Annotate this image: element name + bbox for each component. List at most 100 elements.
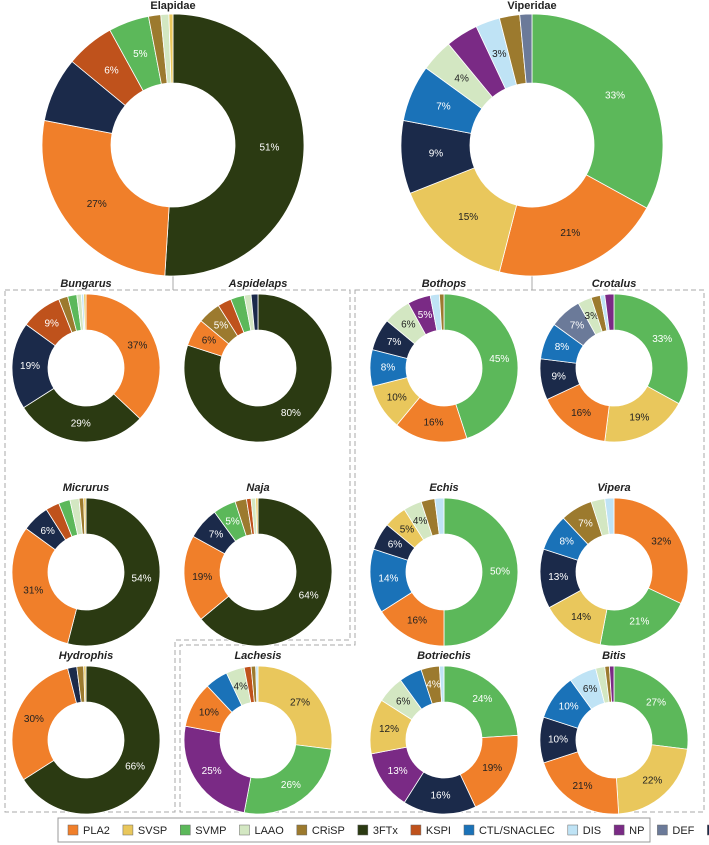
value-label: 33% bbox=[652, 334, 672, 345]
value-label: 26% bbox=[281, 780, 301, 791]
value-label: 5% bbox=[225, 517, 240, 528]
value-label: 6% bbox=[396, 696, 411, 707]
donut-slice bbox=[164, 13, 305, 277]
chart-title: Botriechis bbox=[417, 650, 471, 662]
legend-label: LAAO bbox=[254, 825, 284, 837]
legend-swatch bbox=[567, 824, 579, 836]
donut-slice bbox=[443, 293, 519, 439]
value-label: 7% bbox=[578, 518, 593, 529]
value-label: 10% bbox=[559, 702, 579, 713]
donut-hole bbox=[220, 534, 296, 610]
legend-swatch bbox=[67, 824, 79, 836]
value-label: 21% bbox=[560, 228, 580, 239]
legend-swatch bbox=[613, 824, 625, 836]
value-label: 54% bbox=[132, 574, 152, 585]
donut-slice bbox=[250, 293, 259, 331]
donut-slice bbox=[11, 667, 78, 781]
chart-title: Aspidelaps bbox=[228, 278, 288, 290]
donut-slice bbox=[255, 497, 259, 535]
chart-title: Bitis bbox=[602, 650, 626, 662]
value-label: 27% bbox=[87, 199, 107, 210]
donut-hole bbox=[220, 330, 296, 406]
value-label: 7% bbox=[570, 321, 585, 332]
legend-label: PLA2 bbox=[83, 825, 110, 837]
value-label: 6% bbox=[388, 540, 403, 551]
chart-title: Crotalus bbox=[592, 278, 637, 290]
donut-slice bbox=[613, 665, 689, 750]
value-label: 13% bbox=[388, 766, 408, 777]
legend-swatch bbox=[657, 824, 668, 836]
donut-hole bbox=[406, 702, 482, 778]
donut-slice bbox=[22, 665, 161, 815]
donut-slice bbox=[531, 13, 664, 209]
legend-label: CRiSP bbox=[312, 825, 345, 837]
value-label: 10% bbox=[387, 393, 407, 404]
value-label: 8% bbox=[559, 537, 574, 548]
value-label: 5% bbox=[418, 310, 433, 321]
value-label: 21% bbox=[573, 781, 593, 792]
legend-swatch bbox=[357, 824, 369, 836]
donut-slice bbox=[83, 293, 87, 331]
donut-hole bbox=[406, 534, 482, 610]
donut-slice bbox=[83, 665, 87, 703]
value-label: 15% bbox=[458, 212, 478, 223]
value-label: 13% bbox=[548, 572, 568, 583]
legend-swatch bbox=[180, 824, 191, 836]
donut-slice bbox=[443, 497, 519, 647]
chart-title: Naja bbox=[246, 482, 269, 494]
value-label: 33% bbox=[605, 91, 625, 102]
chart-title: Lachesis bbox=[234, 650, 281, 662]
value-label: 21% bbox=[629, 617, 649, 628]
donut-hole bbox=[111, 83, 235, 207]
value-label: 22% bbox=[642, 775, 662, 786]
value-label: 9% bbox=[551, 371, 566, 382]
value-label: 19% bbox=[192, 572, 212, 583]
chart-title: Bungarus bbox=[60, 278, 111, 290]
legend-label: DEF bbox=[672, 825, 694, 837]
donut-slice bbox=[11, 527, 78, 645]
legend-label: 3FTx bbox=[373, 825, 399, 837]
legend-label: CTL/SNACLEC bbox=[479, 825, 555, 837]
value-label: 8% bbox=[381, 363, 396, 374]
legend-label: SVSP bbox=[138, 825, 167, 837]
value-label: 8% bbox=[555, 342, 570, 353]
donut-hole bbox=[576, 534, 652, 610]
value-label: 66% bbox=[125, 762, 145, 773]
donut-slice bbox=[255, 665, 259, 703]
value-label: 3% bbox=[585, 311, 600, 322]
chart-title: Vipera bbox=[597, 482, 630, 494]
value-label: 9% bbox=[429, 149, 444, 160]
donut-slice bbox=[613, 497, 689, 605]
value-label: 5% bbox=[214, 321, 229, 332]
donut-slice bbox=[519, 13, 533, 84]
donut-slice bbox=[85, 293, 161, 420]
donut-hole bbox=[48, 330, 124, 406]
value-label: 10% bbox=[199, 708, 219, 719]
value-label: 30% bbox=[24, 714, 44, 725]
donut-slice bbox=[257, 665, 333, 750]
value-label: 31% bbox=[23, 586, 43, 597]
donut-hole bbox=[470, 83, 594, 207]
value-label: 6% bbox=[202, 336, 217, 347]
value-label: 10% bbox=[548, 735, 568, 746]
legend-swatch bbox=[239, 824, 250, 836]
value-label: 4% bbox=[413, 516, 428, 527]
legend-label: KSPI bbox=[426, 825, 451, 837]
value-label: 6% bbox=[401, 319, 416, 330]
legend-box bbox=[57, 817, 651, 843]
value-label: 7% bbox=[209, 530, 224, 541]
value-label: 27% bbox=[646, 698, 666, 709]
value-label: 16% bbox=[423, 418, 443, 429]
value-label: 6% bbox=[40, 526, 55, 537]
chart-title: Hydrophis bbox=[59, 650, 113, 662]
chart-title: Micrurus bbox=[63, 482, 109, 494]
value-label: 19% bbox=[20, 361, 40, 372]
donut-hole bbox=[220, 702, 296, 778]
donut-slice bbox=[200, 497, 333, 647]
donut-hole bbox=[48, 534, 124, 610]
value-label: 7% bbox=[387, 337, 402, 348]
legend-swatch bbox=[410, 824, 422, 836]
elapidae-group-box bbox=[4, 289, 351, 813]
value-label: 14% bbox=[378, 574, 398, 585]
